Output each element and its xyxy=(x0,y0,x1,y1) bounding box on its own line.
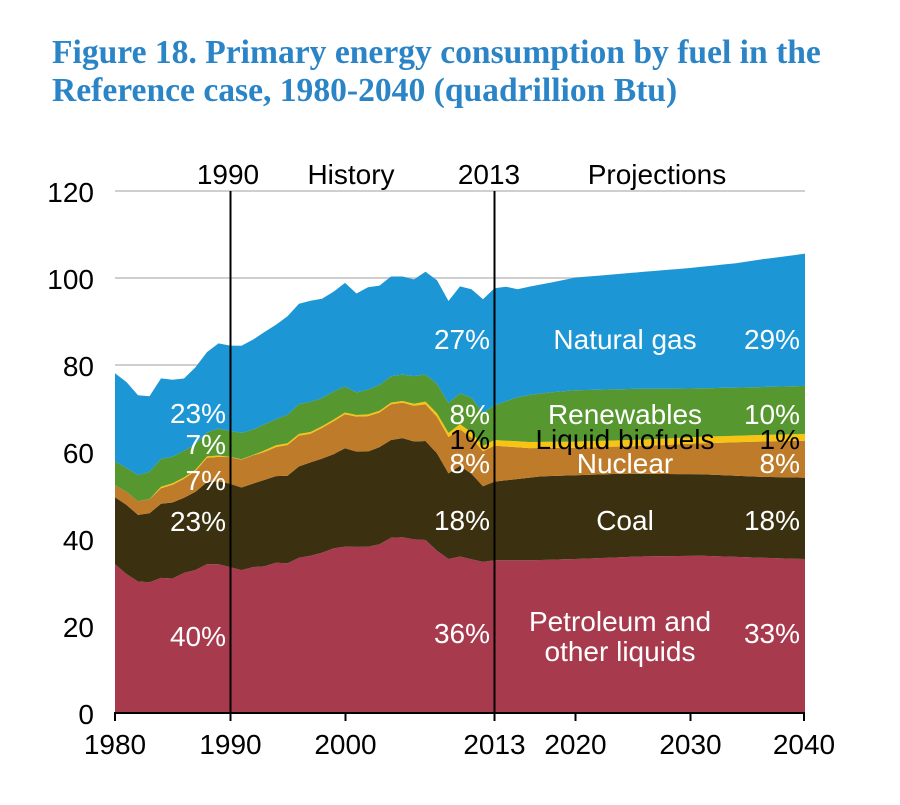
svg-text:1980: 1980 xyxy=(84,729,146,760)
svg-text:80: 80 xyxy=(63,351,94,382)
svg-text:40: 40 xyxy=(63,525,94,556)
svg-text:33%: 33% xyxy=(744,618,800,649)
svg-text:Coal: Coal xyxy=(596,505,654,536)
svg-text:60: 60 xyxy=(63,438,94,469)
svg-text:2013: 2013 xyxy=(458,159,520,190)
svg-text:120: 120 xyxy=(47,177,94,208)
svg-text:8%: 8% xyxy=(450,399,490,430)
svg-text:40%: 40% xyxy=(170,621,226,652)
svg-text:Natural gas: Natural gas xyxy=(553,324,696,355)
svg-text:2000: 2000 xyxy=(314,729,376,760)
svg-text:18%: 18% xyxy=(744,505,800,536)
svg-text:Figure 18. Primary energy cons: Figure 18. Primary energy consumption by… xyxy=(52,34,821,71)
svg-text:other liquids: other liquids xyxy=(545,636,696,667)
svg-text:7%: 7% xyxy=(186,465,226,496)
svg-text:8%: 8% xyxy=(760,448,800,479)
svg-text:29%: 29% xyxy=(744,324,800,355)
svg-text:2030: 2030 xyxy=(659,729,721,760)
svg-text:20: 20 xyxy=(63,612,94,643)
svg-text:2040: 2040 xyxy=(773,729,835,760)
svg-text:2013: 2013 xyxy=(463,729,525,760)
svg-text:7%: 7% xyxy=(186,429,226,460)
svg-text:1990: 1990 xyxy=(199,729,261,760)
svg-text:History: History xyxy=(307,159,394,190)
svg-text:Liquid biofuels: Liquid biofuels xyxy=(535,424,714,455)
svg-text:36%: 36% xyxy=(434,618,490,649)
svg-text:23%: 23% xyxy=(170,398,226,429)
svg-text:Reference case, 1980-2040 (qua: Reference case, 1980-2040 (quadrillion B… xyxy=(52,72,677,109)
svg-text:0: 0 xyxy=(78,699,94,730)
svg-text:Petroleum and: Petroleum and xyxy=(529,606,711,637)
svg-text:10%: 10% xyxy=(744,399,800,430)
svg-text:Projections: Projections xyxy=(588,159,727,190)
svg-text:8%: 8% xyxy=(450,448,490,479)
svg-text:1%: 1% xyxy=(450,424,490,455)
svg-text:1%: 1% xyxy=(760,424,800,455)
svg-text:27%: 27% xyxy=(434,324,490,355)
svg-text:18%: 18% xyxy=(434,505,490,536)
svg-text:2020: 2020 xyxy=(544,729,606,760)
svg-text:23%: 23% xyxy=(170,506,226,537)
svg-text:Nuclear: Nuclear xyxy=(577,448,673,479)
svg-text:Renewables: Renewables xyxy=(548,399,702,430)
svg-text:1990: 1990 xyxy=(197,159,259,190)
svg-text:100: 100 xyxy=(47,264,94,295)
